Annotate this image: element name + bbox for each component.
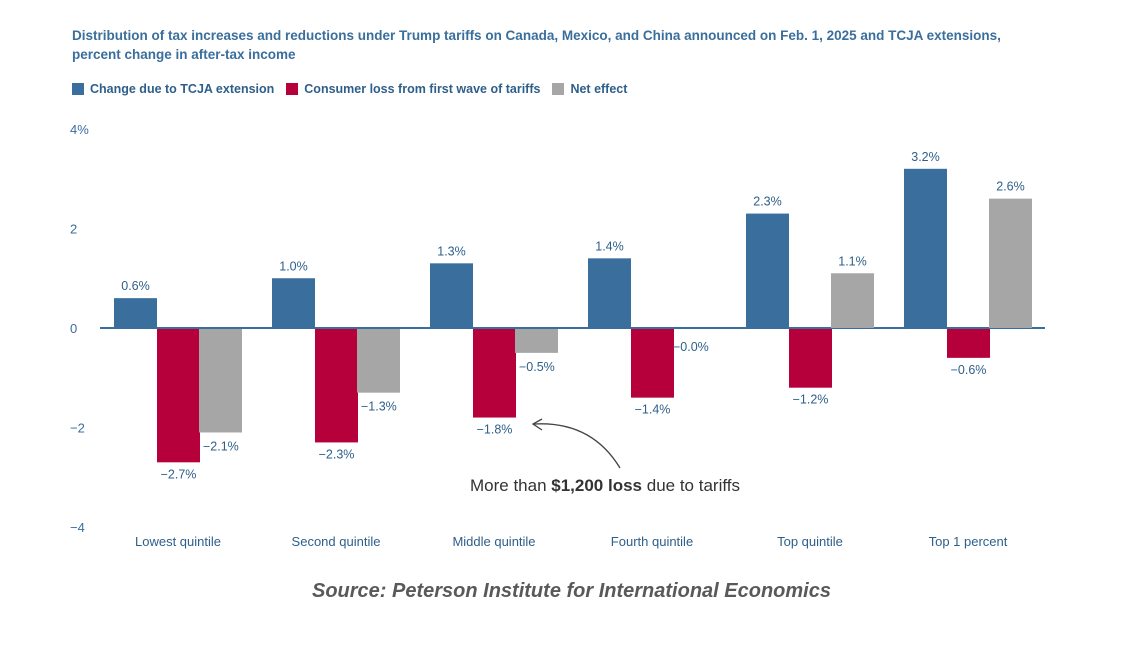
- legend-label: Net effect: [570, 82, 628, 96]
- legend-item: Net effect: [552, 82, 627, 96]
- legend-swatch: [72, 83, 84, 95]
- data-label: 1.0%: [279, 259, 308, 273]
- data-label: −1.8%: [477, 423, 513, 437]
- bar: [114, 298, 157, 328]
- x-tick-label: Fourth quintile: [611, 534, 693, 549]
- data-label: −0.0%: [673, 340, 709, 354]
- bar: [515, 329, 558, 353]
- y-tick-label: 0: [70, 321, 77, 336]
- bar: [357, 329, 400, 393]
- annotation-arrowhead: [531, 418, 543, 431]
- bar: [157, 329, 200, 463]
- data-label: −2.1%: [203, 439, 239, 453]
- data-label: 3.2%: [911, 150, 940, 164]
- bar: [199, 329, 242, 433]
- x-tick-label: Lowest quintile: [135, 534, 221, 549]
- y-tick-label: −2: [70, 421, 85, 436]
- bar: [831, 273, 874, 328]
- data-label: 1.4%: [595, 239, 624, 253]
- x-tick-label: Middle quintile: [452, 534, 535, 549]
- legend-label: Change due to TCJA extension: [90, 82, 275, 96]
- bar: [588, 258, 631, 328]
- bar: [631, 329, 674, 398]
- legend-item: Change due to TCJA extension: [72, 82, 274, 96]
- bar: [904, 168, 947, 328]
- data-label: −2.7%: [161, 467, 197, 481]
- x-tick-label: Second quintile: [292, 534, 381, 549]
- legend-swatch: [552, 83, 565, 95]
- data-label: −1.4%: [635, 403, 671, 417]
- data-label: −0.5%: [519, 360, 555, 374]
- bar: [315, 329, 358, 443]
- bar: [473, 329, 516, 418]
- legend-label: Consumer loss from first wave of tariffs: [304, 82, 541, 96]
- data-label: −2.3%: [319, 447, 355, 461]
- bar: [947, 329, 990, 358]
- bar: [989, 198, 1032, 328]
- y-tick-label: 2: [70, 222, 77, 237]
- x-tick-label: Top 1 percent: [929, 534, 1008, 549]
- x-tick-label: Top quintile: [777, 534, 843, 549]
- data-label: 1.3%: [437, 244, 466, 258]
- legend-item: Consumer loss from first wave of tariffs: [286, 82, 540, 96]
- bar: [430, 263, 473, 328]
- bar: [272, 278, 315, 328]
- data-label: −0.6%: [951, 363, 987, 377]
- data-label: 1.1%: [838, 254, 867, 268]
- data-label: −1.3%: [361, 400, 397, 414]
- chart-title: Distribution of tax increases and reduct…: [72, 28, 1001, 62]
- y-tick-label: −4: [70, 520, 85, 535]
- annotation-arrow: [533, 423, 621, 469]
- y-tick-label: 4%: [70, 122, 89, 137]
- bar: [789, 329, 832, 388]
- data-label: −1.2%: [793, 393, 829, 407]
- bar: [746, 213, 789, 328]
- legend-swatch: [286, 83, 299, 95]
- source-note: Source: Peterson Institute for Internati…: [312, 580, 831, 602]
- data-label: 2.6%: [996, 180, 1025, 194]
- legend: Change due to TCJA extension Consumer los…: [72, 82, 627, 96]
- data-label: 0.6%: [121, 279, 150, 293]
- data-label: 2.3%: [753, 195, 782, 209]
- bar-chart: 4% 2 0 −2 −4 0.6% −2.7% −2.1% Lowest quintile 1.0…: [70, 122, 1045, 549]
- annotation-text: More than $1,200 loss due to tariffs: [470, 476, 740, 495]
